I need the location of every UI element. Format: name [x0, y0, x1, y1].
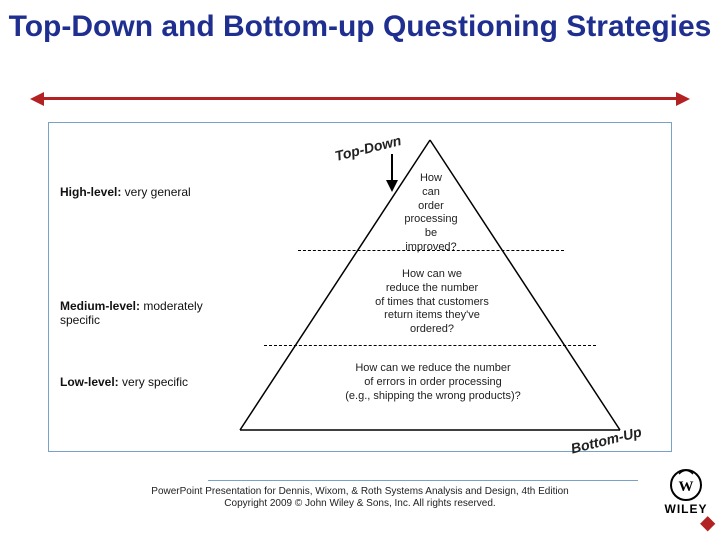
- level-low-rest: very specific: [119, 375, 188, 389]
- triangle: [0, 0, 720, 540]
- question-medium: How can we reduce the number of times th…: [362, 268, 502, 337]
- level-medium-bold: Medium-level:: [60, 299, 140, 313]
- svg-text:W: W: [679, 479, 694, 495]
- corner-dot-icon: ◆: [700, 510, 715, 535]
- footer-rule: [208, 480, 638, 481]
- footer-line-1: PowerPoint Presentation for Dennis, Wixo…: [0, 486, 720, 497]
- question-low: How can we reduce the number of errors i…: [340, 362, 526, 403]
- publisher-logo: W WILEY: [656, 468, 716, 516]
- footer-line-2: Copyright 2009 © John Wiley & Sons, Inc.…: [0, 498, 720, 509]
- level-low-bold: Low-level:: [60, 375, 119, 389]
- wiley-mark-icon: W: [669, 468, 703, 502]
- triangle-divider-lower: [264, 345, 596, 346]
- top-down-arrow-icon: [384, 152, 400, 194]
- level-high-bold: High-level:: [60, 185, 121, 199]
- question-high: How can order processing be improved?: [400, 172, 462, 255]
- level-low-label: Low-level: very specific: [60, 375, 188, 389]
- level-high-label: High-level: very general: [60, 185, 191, 199]
- level-medium-label: Medium-level: moderately specific: [60, 285, 220, 327]
- level-high-rest: very general: [121, 185, 190, 199]
